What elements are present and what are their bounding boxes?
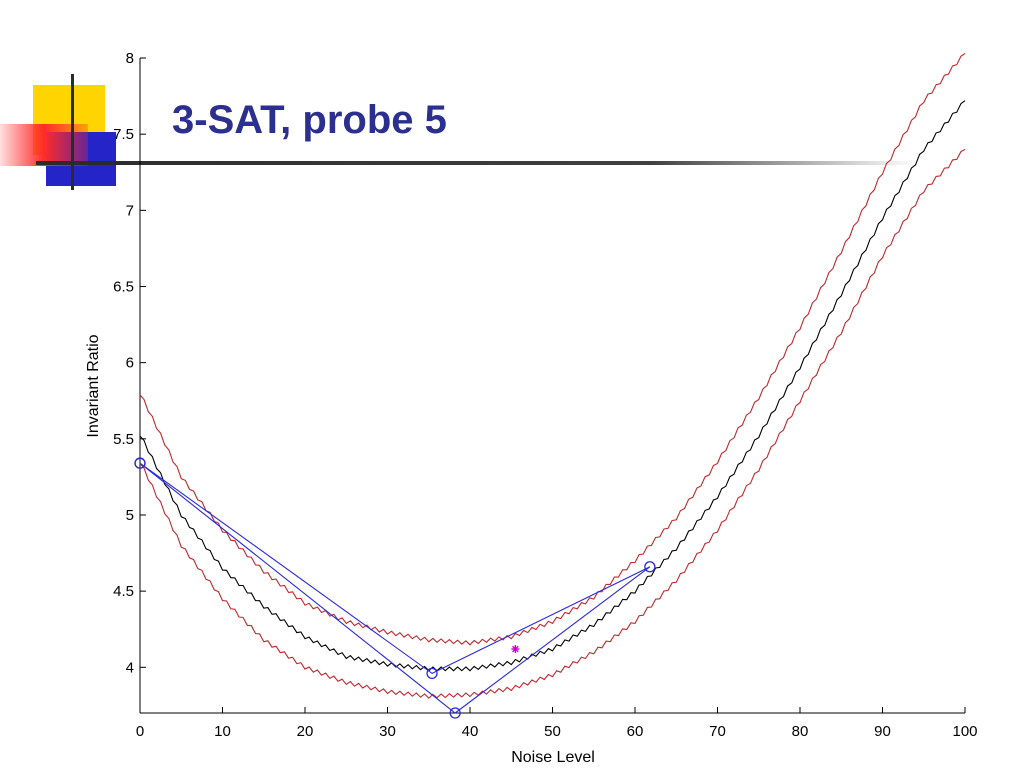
star-marker	[511, 645, 520, 654]
series-point	[644, 561, 656, 573]
slide-decoration	[0, 74, 916, 190]
decor-vertical-rule	[71, 74, 74, 190]
decor-horizontal-rule	[36, 161, 916, 165]
y-tick-label: 4	[126, 659, 134, 676]
x-tick-label: 30	[379, 723, 396, 740]
series-line-3	[139, 462, 651, 714]
y-tick-label: 4.5	[113, 583, 134, 600]
x-tick-label: 10	[214, 723, 231, 740]
x-tick-label: 0	[136, 723, 144, 740]
y-tick-label: 7.5	[113, 126, 134, 143]
decor-red-bar	[0, 124, 88, 166]
series-line-1	[139, 52, 966, 646]
y-tick-label: 8	[126, 50, 134, 67]
x-tick-label: 100	[952, 723, 977, 740]
series-point	[426, 667, 438, 680]
star-marker-stroke	[512, 645, 519, 653]
y-tick-label: 6	[126, 355, 134, 372]
series-line-2	[139, 148, 966, 699]
slide-title: 3-SAT, probe 5	[172, 98, 447, 142]
axes: 0 10 20 30 40 50 60 70 80 90 100 4 4.5 5 5.5 6 6.5 7 7.5 8	[113, 50, 977, 740]
x-tick-label: 20	[297, 723, 314, 740]
x-tick-label: 60	[627, 723, 644, 740]
series-point	[134, 457, 146, 469]
x-axis-label: Noise Level	[511, 749, 595, 766]
x-tick-label: 90	[874, 723, 891, 740]
x-tick-label: 70	[709, 723, 726, 740]
y-tick-label: 5	[126, 507, 134, 524]
series-layer	[139, 52, 966, 714]
x-tick-label: 50	[544, 723, 561, 740]
markers-layer	[134, 457, 656, 719]
x-tick-label: 80	[792, 723, 809, 740]
y-tick-label: 7	[126, 202, 134, 219]
y-tick-label: 5.5	[113, 431, 134, 448]
y-tick-label: 6.5	[113, 278, 134, 295]
y-axis-label: Invariant Ratio	[85, 334, 102, 437]
series-point	[449, 707, 461, 719]
x-tick-label: 40	[462, 723, 479, 740]
series-line-0	[139, 100, 966, 672]
